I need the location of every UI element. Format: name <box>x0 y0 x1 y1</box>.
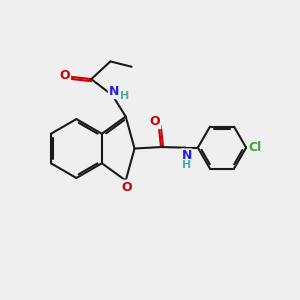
Text: H: H <box>120 92 130 101</box>
Text: N: N <box>109 85 119 98</box>
Text: H: H <box>182 160 191 170</box>
Text: O: O <box>150 115 160 128</box>
Text: N: N <box>182 149 192 162</box>
Text: Cl: Cl <box>248 141 262 154</box>
Text: O: O <box>59 69 70 82</box>
Text: O: O <box>122 181 133 194</box>
